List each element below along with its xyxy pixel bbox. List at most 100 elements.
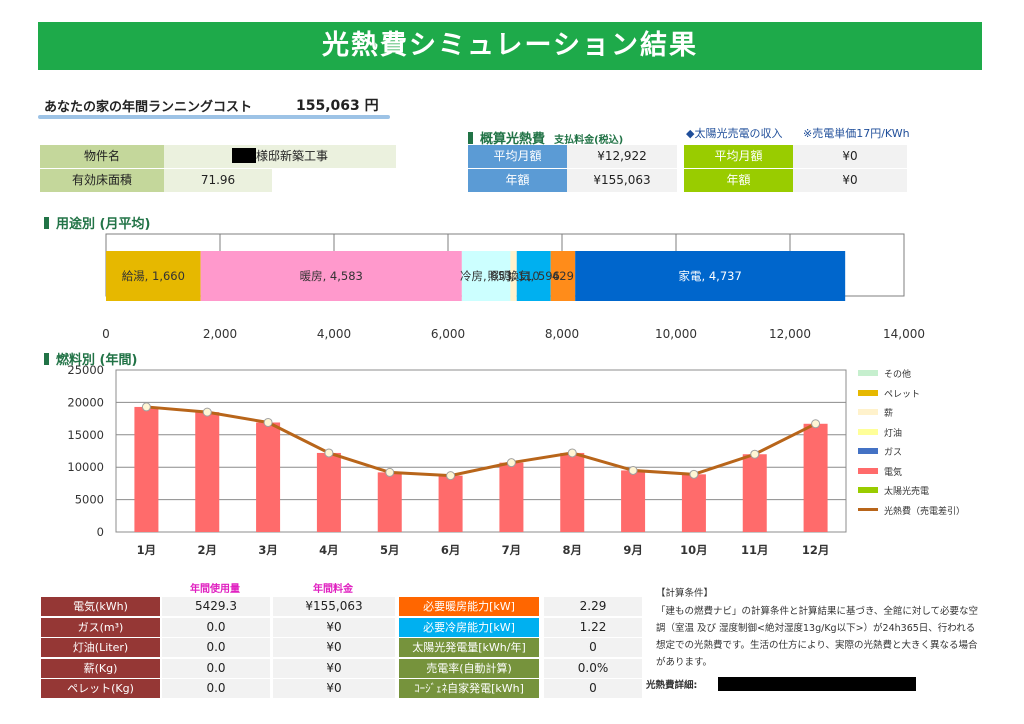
legend-swatch	[858, 507, 878, 511]
usage-bar-換気	[516, 251, 551, 301]
capacity-value: 1.22	[544, 617, 642, 637]
fuel-cost-point	[811, 419, 821, 429]
col-cost-header: 年間料金	[313, 584, 353, 595]
fuel-y-tick: 5000	[75, 493, 104, 507]
fuel-section-title: 燃料別 (年間)	[56, 353, 138, 368]
usage-data-label: 給湯, 1,660	[122, 269, 185, 283]
legend-label: その他	[884, 370, 912, 380]
usage-bar-暖房	[200, 251, 462, 301]
usage-x-tick: 0	[102, 327, 110, 341]
fuel-table-label: ガス(m³)	[41, 617, 160, 637]
fuel-y-tick: 25000	[67, 363, 104, 377]
legend-item: その他	[858, 369, 911, 381]
fuel-section-heading: 燃料別 (年間)	[44, 349, 137, 368]
cost-underline	[38, 115, 390, 119]
fuel-bar-7月	[499, 462, 524, 532]
legend-item: 光熱費（売電差引）	[858, 506, 965, 518]
fuel-cost-point	[263, 417, 273, 427]
legend-item: ペレット	[858, 389, 920, 401]
usage-section-title: 用途別 (月平均)	[56, 217, 151, 232]
usage-x-tick: 12,000	[769, 327, 811, 341]
usage-data-label: 冷房, 853	[460, 269, 512, 283]
legend-swatch	[858, 428, 878, 435]
fuel-y-tick: 0	[97, 525, 104, 539]
estimate-monthly-label: 平均月額	[468, 145, 567, 168]
conditions-line-3: 想定での光熱費です。生活の仕方により、実際の光熱費と大きく異なる場合	[656, 640, 978, 651]
capacity-label: 必要冷房能力[kW]	[399, 617, 539, 637]
conditions-line-2: 調（室温 及び 湿度制御<絶対湿度13g/Kg以下>）が24h365日、行われる	[656, 623, 976, 634]
legend-swatch	[858, 487, 878, 493]
fuel-table-label: 電気(kWh)	[41, 597, 160, 616]
usage-data-label: 暖房, 4,583	[300, 269, 363, 283]
usage-chart: 0 2,000 4,000 6,000 8,000 10,000 12,000 14,000 給…	[102, 233, 925, 341]
usage-data-label: 家電, 4,737	[679, 269, 742, 283]
conditions-title: 【計算条件】	[656, 588, 714, 599]
fuel-x-tick: 5月	[380, 543, 400, 557]
page-title: 光熱費シミュレーション結果	[38, 22, 982, 70]
fuel-x-tick: 11月	[741, 543, 769, 557]
fuel-table-label: 灯油(Liter)	[41, 638, 160, 657]
capacity-label: 必要暖房能力[kW]	[399, 597, 539, 616]
fuel-y-tick: 20000	[67, 395, 104, 409]
fuel-cost-point	[750, 449, 760, 459]
fuel-cost-point	[202, 407, 212, 417]
fuel-x-tick: 6月	[441, 543, 461, 557]
fuel-cost-point	[141, 402, 151, 412]
solar-monthly-value: ¥0	[793, 145, 907, 168]
fuel-bar-5月	[377, 472, 402, 532]
legend-swatch	[858, 409, 878, 415]
redacted-link	[718, 677, 916, 691]
fuel-y-tick: 10000	[67, 460, 104, 474]
fuel-x-tick: 7月	[502, 543, 522, 557]
fuel-table-cost: ¥0	[273, 638, 395, 657]
capacity-label: 売電率(自動計算)	[399, 658, 539, 678]
fuel-bar-6月	[438, 475, 463, 532]
usage-x-tick: 10,000	[655, 327, 697, 341]
capacity-value: 2.29	[544, 597, 642, 616]
legend-item: ガス	[858, 447, 902, 459]
fuel-bar-1月	[134, 406, 159, 532]
usage-x-tick: 2,000	[203, 327, 237, 341]
usage-data-label: 429	[552, 269, 574, 283]
legend-label: 電気	[884, 467, 903, 478]
legend-label: 薪	[884, 409, 894, 419]
usage-data-label: 照明, 110	[487, 269, 539, 283]
section-marker	[468, 132, 473, 144]
capacity-value: 0.0%	[544, 658, 642, 678]
legend-swatch	[858, 467, 878, 474]
legend-label: 灯油	[884, 428, 903, 439]
fuel-cost-line	[146, 405, 817, 478]
usage-bar-照明	[510, 251, 517, 301]
fuel-bar-8月	[560, 452, 585, 532]
usage-bar-給湯	[106, 251, 201, 301]
section-marker	[44, 217, 49, 229]
property-name-field: 様邸新築工事	[164, 145, 396, 168]
capacity-label: 太陽光発電量[kWh/年]	[399, 638, 539, 657]
legend-label: ガス	[884, 448, 903, 458]
redacted-block	[231, 148, 256, 163]
fuel-cost-point	[689, 469, 699, 479]
fuel-x-tick: 1月	[137, 543, 157, 557]
fuel-bar-10月	[681, 474, 706, 532]
usage-x-tick: 14,000	[883, 327, 925, 341]
legend-item: 太陽光売電	[858, 486, 929, 498]
fuel-cost-point	[385, 467, 395, 477]
legend-label: 光熱費（売電差引）	[884, 506, 966, 517]
fuel-bar-11月	[742, 454, 767, 532]
fuel-x-tick: 4月	[319, 543, 339, 557]
fuel-bar-12月	[803, 423, 828, 532]
fuel-cost-point	[324, 448, 334, 458]
legend-item: 薪	[858, 408, 893, 420]
fuel-cost-point	[628, 465, 638, 475]
fuel-table-usage: 0.0	[162, 658, 270, 678]
legend-swatch	[858, 370, 878, 376]
fuel-x-tick: 12月	[802, 543, 830, 557]
estimate-annual-value: ¥155,063	[567, 169, 677, 192]
legend-item: 電気	[858, 467, 902, 479]
fuel-x-tick: 2月	[197, 543, 217, 557]
fuel-table-label: 薪(Kg)	[41, 658, 160, 678]
solar-rate-note: ※売電単価17円/KWh	[803, 127, 910, 140]
estimate-title: 概算光熱費	[480, 132, 546, 147]
fuel-bar-9月	[621, 470, 646, 532]
fuel-x-tick: 10月	[680, 543, 708, 557]
